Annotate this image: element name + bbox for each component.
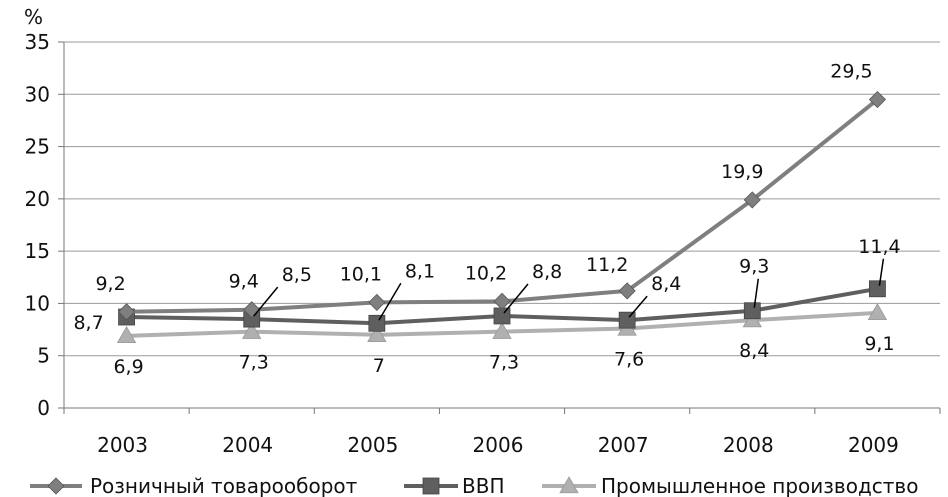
leader-line [378, 282, 402, 321]
data-point-marker [868, 90, 886, 109]
x-tick-label: 2006 [473, 433, 524, 457]
data-point-marker [618, 282, 636, 300]
data-label: 7 [373, 355, 385, 377]
data-point-marker [743, 191, 761, 209]
data-point-marker [493, 307, 511, 325]
x-tick-label: 2009 [848, 433, 899, 457]
data-label: 9,4 [229, 271, 259, 293]
legend-item: Розничный товарооборот [30, 474, 358, 497]
data-label: 8,4 [739, 340, 769, 362]
data-point-marker [867, 303, 888, 320]
y-tick-label: 10 [25, 291, 50, 315]
y-tick-label: 15 [25, 239, 50, 263]
data-point-marker [243, 301, 261, 319]
data-label: 8,1 [405, 260, 435, 282]
series-layer [116, 90, 888, 343]
data-point-marker [47, 477, 65, 495]
data-label: 7,3 [239, 352, 269, 374]
data-point-marker [118, 303, 136, 321]
legend-label: Розничный товарооборот [90, 474, 358, 497]
data-label: 8,8 [532, 261, 562, 283]
y-tick-label: 25 [25, 135, 50, 159]
data-label: 11,2 [586, 254, 628, 276]
data-point-marker [869, 280, 886, 298]
y-tick-label: 20 [25, 187, 50, 211]
data-label: 19,9 [721, 161, 763, 183]
leader-line [878, 258, 885, 286]
data-point-marker [743, 302, 761, 320]
x-tick-label: 2005 [347, 433, 398, 457]
data-point-marker [367, 324, 387, 342]
y-tick-label: 0 [37, 396, 50, 420]
series-0 [118, 90, 886, 321]
data-label: 7,6 [614, 349, 644, 371]
data-label: 8,5 [282, 264, 312, 286]
y-axis: 0 5 10 15 20 25 30 35 [25, 30, 65, 420]
legend-label: Промышленное производство [601, 474, 918, 497]
data-label: 9,2 [95, 273, 125, 295]
x-tick-label: 2003 [97, 433, 148, 457]
data-point-marker [618, 311, 636, 329]
data-point-marker [492, 321, 512, 339]
data-label: 9,1 [864, 333, 894, 355]
gridlines [64, 41, 940, 357]
data-label: 29,5 [830, 61, 872, 83]
leader-line [253, 286, 279, 317]
data-label: 11,4 [858, 236, 900, 258]
legend-label: ВВП [462, 474, 504, 497]
legend-item: Промышленное производство [542, 474, 918, 497]
data-point-marker [493, 292, 511, 310]
legend: Розничный товарооборот ВВП Промышленное пр… [30, 474, 918, 497]
data-labels-layer: 9,2 9,4 10,1 10,2 11,2 19,9 29,5 8,7 8,5 8,1 8,8 8,… [73, 61, 900, 378]
data-point-marker [242, 321, 262, 339]
data-point-marker [368, 314, 386, 332]
data-point-marker [559, 476, 579, 494]
data-point-marker [116, 326, 137, 343]
legend-item: ВВП [404, 474, 504, 497]
y-tick-label: 30 [25, 82, 50, 106]
data-label: 10,1 [340, 263, 382, 285]
x-axis: 2003 2004 2005 2006 2007 2008 2009 [63, 407, 941, 457]
y-tick-label: 35 [25, 30, 50, 54]
data-label: 6,9 [113, 356, 143, 378]
data-point-marker [368, 293, 386, 311]
data-label: 9,3 [739, 256, 769, 278]
leader-line [753, 278, 760, 308]
x-tick-label: 2007 [598, 433, 649, 457]
leader-line [503, 283, 529, 314]
y-axis-label: % [24, 5, 43, 29]
data-label: 10,2 [465, 262, 507, 284]
data-label: 8,7 [73, 312, 103, 334]
data-point-marker [422, 477, 440, 495]
data-label: 7,3 [489, 352, 519, 374]
leader-line [628, 295, 648, 318]
x-tick-label: 2008 [723, 433, 774, 457]
y-tick-label: 5 [37, 344, 50, 368]
x-tick-label: 2004 [222, 433, 273, 457]
data-label: 8,4 [651, 273, 681, 295]
